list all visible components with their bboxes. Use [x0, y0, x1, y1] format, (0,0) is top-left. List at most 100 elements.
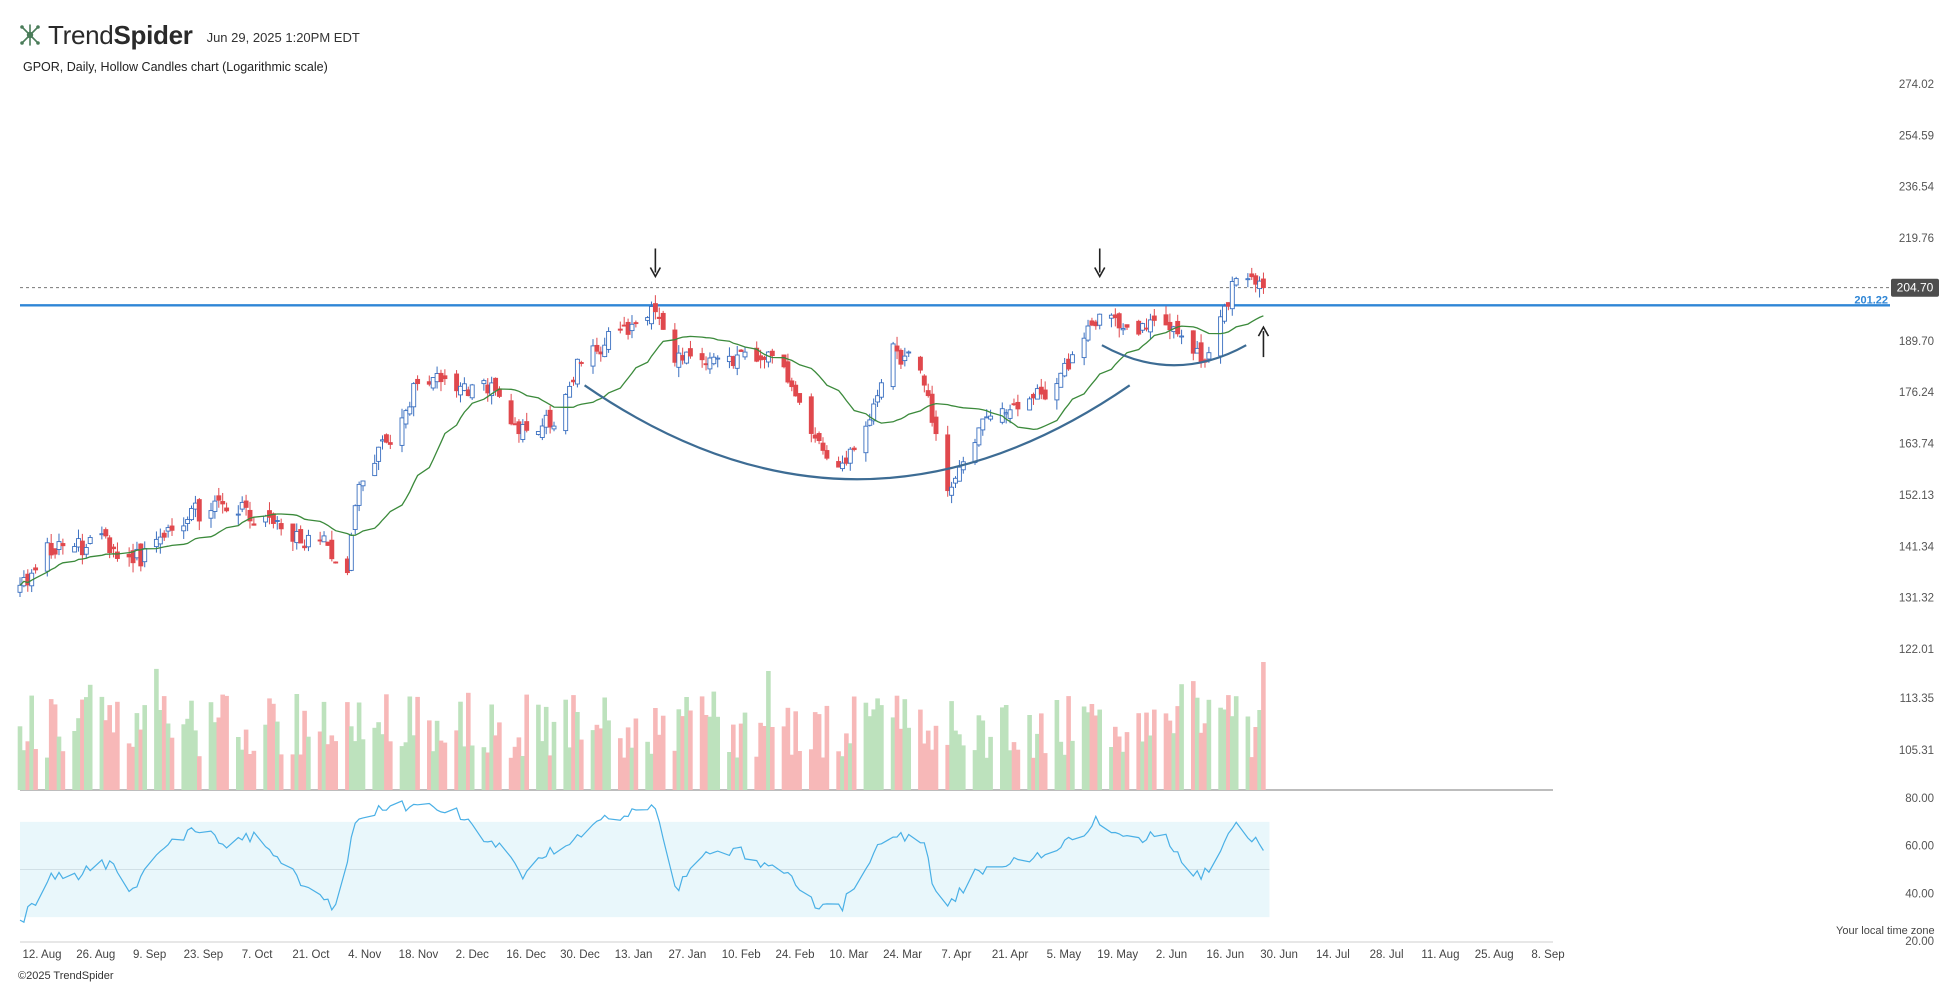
- down-arrow-annotation[interactable]: [1094, 248, 1106, 279]
- candle[interactable]: [762, 355, 767, 369]
- candle[interactable]: [672, 323, 678, 367]
- candle[interactable]: [1163, 306, 1169, 326]
- candle[interactable]: [239, 496, 245, 513]
- candle[interactable]: [360, 480, 366, 492]
- candle[interactable]: [383, 433, 389, 444]
- candle[interactable]: [812, 427, 818, 443]
- candle[interactable]: [1011, 398, 1017, 406]
- candle[interactable]: [1066, 353, 1072, 371]
- candle[interactable]: [212, 495, 218, 519]
- candle[interactable]: [1031, 392, 1036, 405]
- candle[interactable]: [481, 378, 487, 391]
- candle[interactable]: [169, 518, 175, 536]
- candle[interactable]: [711, 353, 717, 366]
- candle[interactable]: [1245, 273, 1251, 288]
- candle[interactable]: [142, 541, 148, 568]
- candle[interactable]: [111, 543, 117, 558]
- candle[interactable]: [652, 295, 658, 320]
- candle[interactable]: [980, 418, 986, 436]
- candle[interactable]: [1042, 381, 1048, 401]
- candle[interactable]: [945, 425, 951, 497]
- candle[interactable]: [606, 327, 612, 353]
- candle[interactable]: [298, 525, 304, 544]
- candle[interactable]: [372, 454, 378, 477]
- candle[interactable]: [836, 456, 842, 468]
- candle[interactable]: [894, 336, 900, 360]
- candle[interactable]: [325, 541, 331, 546]
- candle[interactable]: [789, 377, 795, 392]
- candle[interactable]: [235, 505, 241, 525]
- candle[interactable]: [1229, 276, 1235, 316]
- candle[interactable]: [820, 437, 826, 455]
- candle[interactable]: [567, 381, 573, 398]
- candle[interactable]: [403, 408, 409, 429]
- candle[interactable]: [999, 402, 1005, 425]
- candle[interactable]: [512, 417, 518, 426]
- candle[interactable]: [216, 487, 222, 508]
- candle[interactable]: [352, 504, 358, 535]
- candle[interactable]: [1260, 272, 1266, 294]
- candle[interactable]: [953, 476, 958, 488]
- candle[interactable]: [126, 547, 132, 567]
- candle[interactable]: [878, 379, 884, 400]
- candle[interactable]: [988, 409, 994, 422]
- candle[interactable]: [687, 340, 693, 359]
- candle[interactable]: [1034, 384, 1040, 400]
- candle[interactable]: [458, 382, 463, 403]
- candle[interactable]: [321, 531, 327, 543]
- candle[interactable]: [333, 561, 339, 564]
- candle[interactable]: [535, 431, 541, 436]
- candle[interactable]: [114, 542, 120, 562]
- candle[interactable]: [1225, 302, 1231, 311]
- candle[interactable]: [1144, 318, 1149, 332]
- candle[interactable]: [380, 435, 385, 450]
- candle[interactable]: [781, 354, 787, 369]
- candle[interactable]: [399, 408, 405, 453]
- candle[interactable]: [1097, 313, 1103, 330]
- candle[interactable]: [949, 481, 955, 504]
- candle[interactable]: [890, 341, 896, 390]
- candle[interactable]: [1085, 319, 1091, 343]
- candle[interactable]: [730, 355, 736, 369]
- candle[interactable]: [165, 524, 171, 538]
- candle[interactable]: [243, 494, 249, 516]
- candle[interactable]: [1175, 314, 1181, 337]
- candle[interactable]: [547, 405, 553, 434]
- candle[interactable]: [294, 523, 300, 550]
- candle[interactable]: [956, 460, 962, 482]
- candle[interactable]: [489, 376, 495, 405]
- candle[interactable]: [684, 351, 690, 365]
- candle[interactable]: [1151, 309, 1157, 327]
- candle[interactable]: [469, 383, 475, 400]
- candle[interactable]: [103, 527, 109, 539]
- candle[interactable]: [434, 366, 440, 389]
- candle[interactable]: [863, 421, 869, 462]
- candle[interactable]: [274, 516, 280, 530]
- candle[interactable]: [1007, 404, 1013, 424]
- candle[interactable]: [769, 348, 775, 364]
- candle[interactable]: [56, 533, 62, 556]
- candle[interactable]: [715, 355, 721, 368]
- candle[interactable]: [1120, 323, 1126, 335]
- candle[interactable]: [1233, 276, 1239, 287]
- candle[interactable]: [415, 375, 421, 391]
- down-arrow-annotation[interactable]: [649, 248, 662, 279]
- candle[interactable]: [52, 548, 58, 559]
- candle[interactable]: [247, 501, 253, 529]
- candle[interactable]: [376, 446, 382, 471]
- candle[interactable]: [1116, 312, 1122, 338]
- candle[interactable]: [843, 450, 849, 466]
- candle[interactable]: [1140, 322, 1146, 334]
- candle[interactable]: [524, 412, 530, 433]
- candle[interactable]: [1194, 340, 1200, 354]
- candle[interactable]: [411, 382, 417, 417]
- candle[interactable]: [516, 419, 522, 443]
- candle[interactable]: [1222, 303, 1227, 324]
- candle[interactable]: [539, 418, 545, 441]
- candle[interactable]: [157, 528, 163, 554]
- candle[interactable]: [79, 533, 85, 565]
- candle[interactable]: [707, 352, 713, 374]
- candle[interactable]: [44, 537, 50, 577]
- candle[interactable]: [680, 347, 686, 365]
